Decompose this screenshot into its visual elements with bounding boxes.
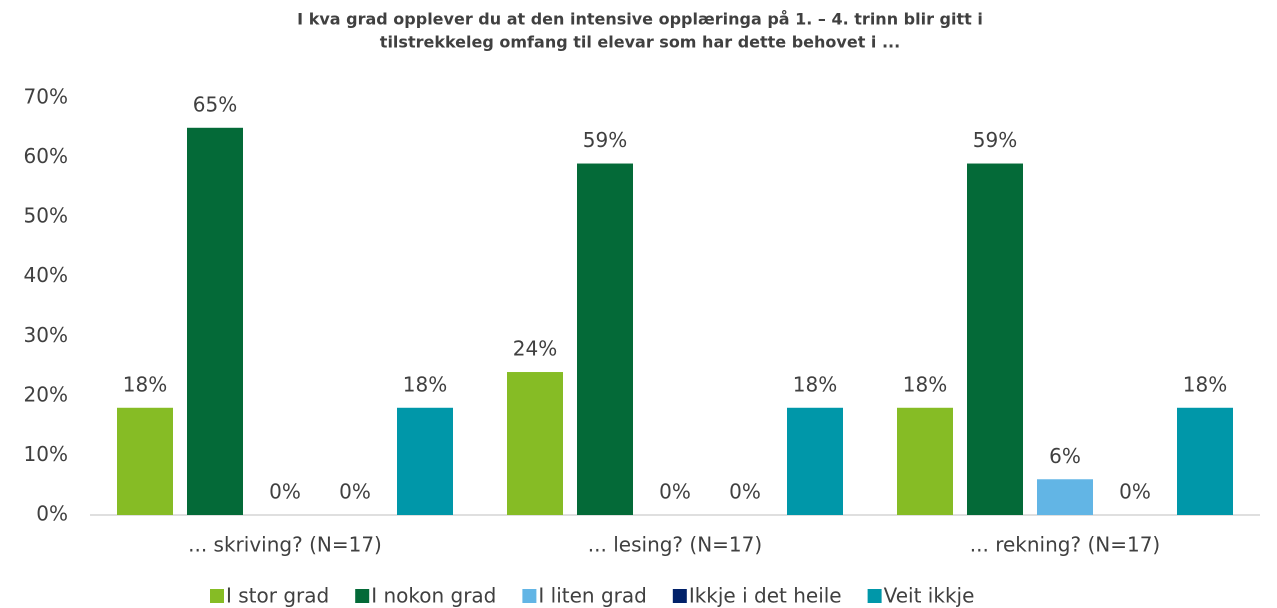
bar xyxy=(397,407,453,515)
y-tick-label: 40% xyxy=(24,263,68,287)
data-label: 18% xyxy=(903,372,947,396)
y-tick-label: 60% xyxy=(24,144,68,168)
data-label: 0% xyxy=(1119,480,1151,504)
bar xyxy=(967,163,1023,515)
bar xyxy=(577,163,633,515)
legend-swatch xyxy=(672,589,687,603)
data-label: 0% xyxy=(659,480,691,504)
data-label: 18% xyxy=(403,372,447,396)
x-tick-label: ... lesing? (N=17) xyxy=(588,533,762,557)
legend-label: Veit ikkje xyxy=(884,584,975,608)
bar xyxy=(117,407,173,515)
y-tick-label: 30% xyxy=(24,323,68,347)
bar xyxy=(507,372,563,515)
y-tick-label: 10% xyxy=(24,442,68,466)
legend-label: I stor grad xyxy=(226,584,329,608)
legend-label: I nokon grad xyxy=(371,584,496,608)
bar xyxy=(1037,479,1093,515)
x-tick-label: ... skriving? (N=17) xyxy=(188,533,382,557)
legend-label: I liten grad xyxy=(538,584,646,608)
chart-title: tilstrekkeleg omfang til elevar som har … xyxy=(380,33,900,52)
data-label: 6% xyxy=(1049,444,1081,468)
data-label: 65% xyxy=(193,92,237,116)
data-label: 0% xyxy=(269,480,301,504)
data-label: 18% xyxy=(1183,372,1227,396)
bar xyxy=(787,407,843,515)
legend-swatch xyxy=(522,589,537,603)
y-tick-label: 50% xyxy=(24,204,68,228)
data-label: 18% xyxy=(123,372,167,396)
bar xyxy=(1177,407,1233,515)
data-label: 24% xyxy=(513,337,557,361)
chart-title: I kva grad opplever du at den intensive … xyxy=(297,10,983,29)
legend-label: Ikkje i det heile xyxy=(689,584,842,608)
data-label: 0% xyxy=(729,480,761,504)
y-tick-label: 0% xyxy=(36,502,68,526)
bar xyxy=(187,127,243,516)
data-label: 0% xyxy=(339,480,371,504)
bar xyxy=(897,407,953,515)
data-label: 59% xyxy=(583,128,627,152)
legend-swatch xyxy=(867,589,882,603)
data-label: 59% xyxy=(973,128,1017,152)
y-tick-label: 20% xyxy=(24,382,68,406)
legend-swatch xyxy=(355,589,370,603)
data-label: 18% xyxy=(793,372,837,396)
y-tick-label: 70% xyxy=(24,85,68,109)
x-tick-label: ... rekning? (N=17) xyxy=(970,533,1160,557)
legend-swatch xyxy=(210,589,224,603)
